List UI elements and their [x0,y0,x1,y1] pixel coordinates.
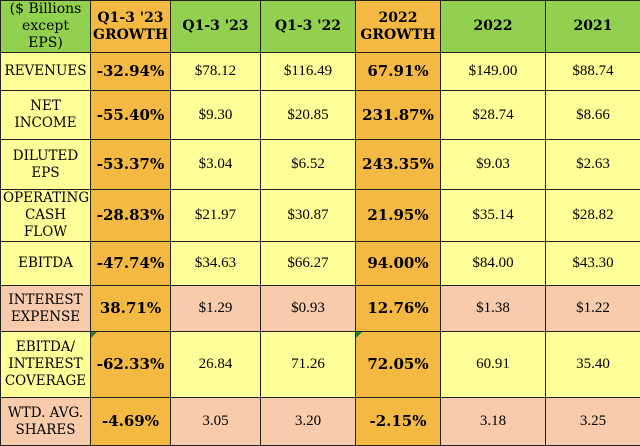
table-row-ebitda: EBITDA -47.74% $34.63 $66.27 94.00% $84.… [1,242,640,286]
table-row-operating-cash-flow: OPERATING CASH FLOW -28.83% $21.97 $30.8… [1,190,640,242]
growth-q-cell: -47.74% [91,242,171,286]
y21-cell: 35.40 [546,332,640,398]
y22-cell: $149.00 [441,53,546,91]
row-label: OPERATING CASH FLOW [1,190,91,242]
q22-cell: 3.20 [261,398,356,446]
table-row-diluted-eps: DILUTED EPS -53.37% $3.04 $6.52 243.35% … [1,140,640,190]
growth-y-cell: 21.95% [356,190,441,242]
y21-cell: $28.82 [546,190,640,242]
growth-y-cell: 12.76% [356,286,441,332]
header-q22: Q1-3 '22 [261,1,356,53]
row-label: NET INCOME [1,91,91,140]
row-label: WTD. AVG. SHARES [1,398,91,446]
q23-cell: $9.30 [171,91,261,140]
growth-y-cell: 67.91% [356,53,441,91]
growth-q-cell: -55.40% [91,91,171,140]
table-row-wtd-avg-shares: WTD. AVG. SHARES -4.69% 3.05 3.20 -2.15%… [1,398,640,446]
growth-q-cell: -53.37% [91,140,171,190]
row-label: EBITDA/ INTEREST COVERAGE [1,332,91,398]
header-q23: Q1-3 '23 [171,1,261,53]
y22-cell: 60.91 [441,332,546,398]
y21-cell: $43.30 [546,242,640,286]
row-label: EBITDA [1,242,91,286]
y21-cell: 3.25 [546,398,640,446]
growth-q-cell: 38.71% [91,286,171,332]
q23-cell: $21.97 [171,190,261,242]
growth-y-cell: 94.00% [356,242,441,286]
row-label: INTEREST EXPENSE [1,286,91,332]
q23-cell: 3.05 [171,398,261,446]
header-q-growth: Q1-3 '23 GROWTH [91,1,171,53]
header-y21: 2021 [546,1,640,53]
y22-cell: $1.38 [441,286,546,332]
table-row-interest-expense: INTEREST EXPENSE 38.71% $1.29 $0.93 12.7… [1,286,640,332]
q23-cell: $78.12 [171,53,261,91]
header-label: ($ Billions except EPS) [1,1,91,53]
q22-cell: 71.26 [261,332,356,398]
y21-cell: $8.66 [546,91,640,140]
growth-y-cell: 72.05% [356,332,441,398]
header-row: ($ Billions except EPS) Q1-3 '23 GROWTH … [1,1,640,53]
q23-cell: $1.29 [171,286,261,332]
header-y-growth: 2022 GROWTH [356,1,441,53]
header-y22: 2022 [441,1,546,53]
q22-cell: $116.49 [261,53,356,91]
y22-cell: 3.18 [441,398,546,446]
table-row-ebitda-interest-coverage: EBITDA/ INTEREST COVERAGE -62.33% 26.84 … [1,332,640,398]
y22-cell: $9.03 [441,140,546,190]
y22-cell: $35.14 [441,190,546,242]
q22-cell: $66.27 [261,242,356,286]
table-row-net-income: NET INCOME -55.40% $9.30 $20.85 231.87% … [1,91,640,140]
growth-q-cell: -4.69% [91,398,171,446]
growth-q-cell: -62.33% [91,332,171,398]
q22-cell: $20.85 [261,91,356,140]
y22-cell: $28.74 [441,91,546,140]
y21-cell: $88.74 [546,53,640,91]
row-label: DILUTED EPS [1,140,91,190]
y21-cell: $2.63 [546,140,640,190]
row-label: REVENUES [1,53,91,91]
q23-cell: 26.84 [171,332,261,398]
growth-q-cell: -28.83% [91,190,171,242]
table-row-revenues: REVENUES -32.94% $78.12 $116.49 67.91% $… [1,53,640,91]
growth-q-cell: -32.94% [91,53,171,91]
y22-cell: $84.00 [441,242,546,286]
q23-cell: $34.63 [171,242,261,286]
growth-y-cell: 231.87% [356,91,441,140]
q22-cell: $30.87 [261,190,356,242]
growth-y-cell: -2.15% [356,398,441,446]
q22-cell: $6.52 [261,140,356,190]
q23-cell: $3.04 [171,140,261,190]
growth-y-cell: 243.35% [356,140,441,190]
q22-cell: $0.93 [261,286,356,332]
y21-cell: $1.22 [546,286,640,332]
